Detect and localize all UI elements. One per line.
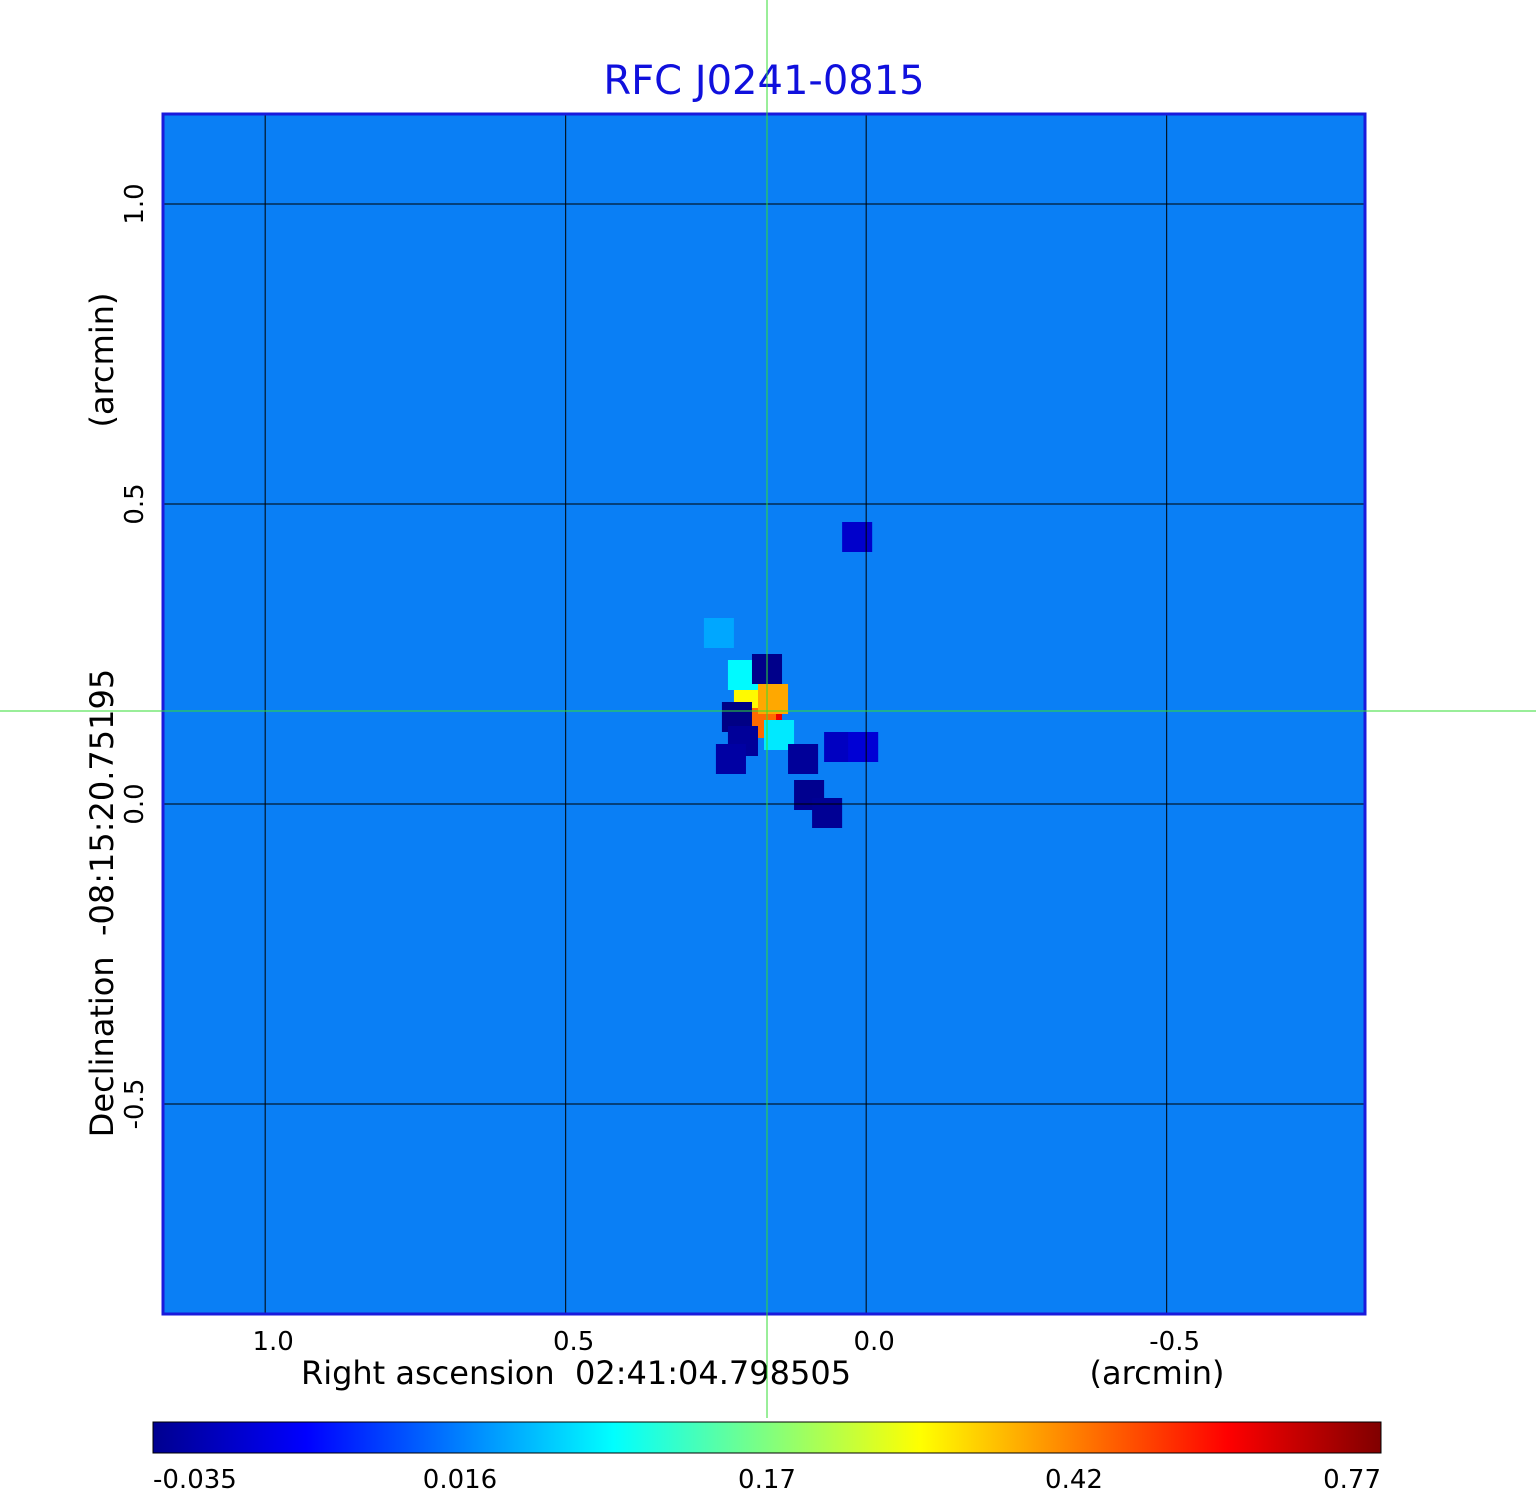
- x-tick-label: 0.5: [553, 1327, 594, 1357]
- x-axis-unit: (arcmin): [1090, 1354, 1225, 1392]
- colorbar-tick-label: 0.77: [1323, 1465, 1381, 1495]
- colorbar-tick-label: 0.016: [423, 1465, 497, 1495]
- emission-pixel: [842, 522, 873, 552]
- colorbar-tick-label: -0.035: [153, 1465, 237, 1495]
- colorbar-tick-label: 0.42: [1045, 1465, 1103, 1495]
- crosshair: [0, 0, 1536, 1418]
- y-tick-label: 0.0: [120, 783, 150, 824]
- chart-title: RFC J0241-0815: [603, 58, 924, 104]
- emission-pixel: [848, 732, 879, 762]
- emission-pixel: [788, 744, 819, 774]
- y-axis-label: Declination -08:15:20.75195: [83, 669, 121, 1137]
- y-tick-label: 1.0: [120, 183, 150, 224]
- x-tick-label: 1.0: [252, 1327, 293, 1357]
- x-tick-label: -0.5: [1149, 1327, 1200, 1357]
- emission-pixel: [715, 744, 746, 774]
- y-tick-labels: 1.0 0.5 0.0 -0.5: [120, 183, 150, 1129]
- emission-features: [703, 522, 879, 828]
- colorbar-tick-labels: -0.035 0.016 0.17 0.42 0.77: [153, 1465, 1381, 1495]
- coordinate-grid: [163, 114, 1365, 1314]
- colorbar: [152, 1421, 1382, 1454]
- plot-frame: [161, 112, 1367, 1316]
- plot-area: [163, 114, 1365, 1314]
- x-axis-label: Right ascension 02:41:04.798505: [301, 1354, 851, 1392]
- y-tick-label: 0.5: [120, 483, 150, 524]
- emission-pixel: [703, 618, 734, 648]
- y-axis-unit: (arcmin): [83, 293, 121, 428]
- emission-pixel: [757, 684, 789, 714]
- x-tick-label: 0.0: [853, 1327, 894, 1357]
- emission-pixel: [812, 798, 843, 828]
- colorbar-tick-label: 0.17: [738, 1465, 796, 1495]
- x-tick-labels: 1.0 0.5 0.0 -0.5: [252, 1327, 1200, 1357]
- y-tick-label: -0.5: [120, 1079, 150, 1130]
